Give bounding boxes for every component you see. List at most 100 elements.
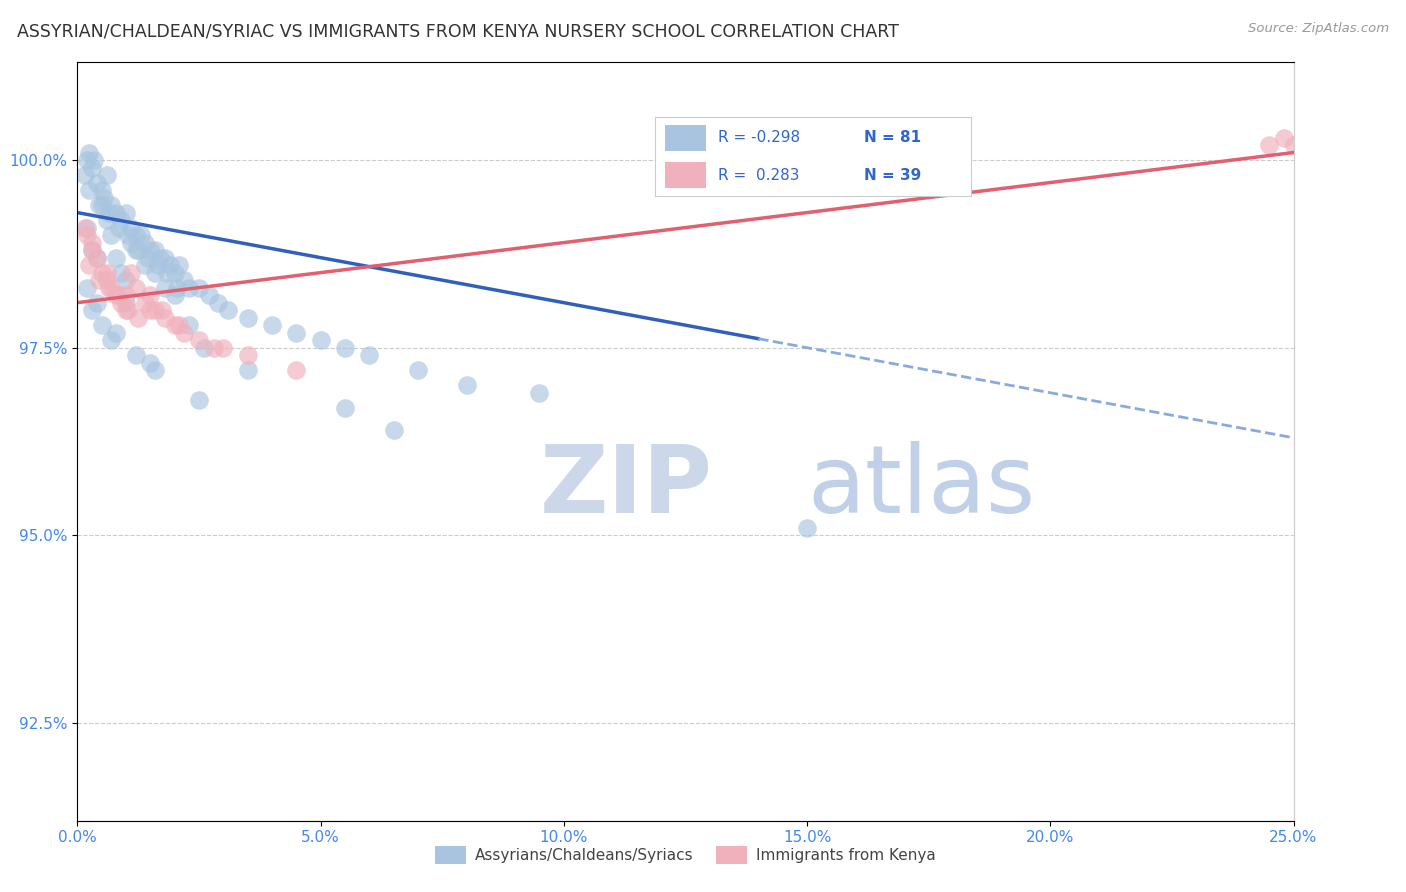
Point (129, 228, 152, 243)
Point (163, 318, 186, 333)
Point (96, 168, 118, 182)
Point (110, 266, 132, 280)
Point (173, 326, 195, 340)
Text: ZIP: ZIP (540, 441, 713, 533)
Point (188, 393, 211, 408)
Point (96, 273, 118, 287)
Point (134, 235, 156, 250)
Point (1272, 130, 1295, 145)
Point (143, 243, 166, 257)
Point (117, 228, 139, 243)
Point (107, 220, 129, 235)
Text: atlas: atlas (807, 441, 1035, 533)
Point (456, 378, 478, 392)
Point (173, 273, 195, 287)
Point (80, 303, 103, 318)
Legend: Assyrians/Chaldeans/Syriacs, Immigrants from Kenya: Assyrians/Chaldeans/Syriacs, Immigrants … (429, 840, 942, 870)
Point (406, 363, 429, 377)
Point (479, 829, 502, 843)
Point (153, 280, 176, 294)
Point (90, 266, 112, 280)
Point (134, 258, 156, 272)
Point (93, 190, 115, 204)
Point (100, 280, 122, 294)
Point (153, 251, 176, 265)
Point (212, 341, 235, 355)
Point (202, 341, 225, 355)
Point (188, 280, 211, 294)
Point (115, 295, 138, 310)
Point (86, 251, 108, 265)
Point (115, 303, 138, 318)
Point (125, 228, 148, 243)
Point (100, 228, 122, 243)
Point (110, 213, 132, 227)
Point (333, 341, 356, 355)
Point (139, 243, 162, 257)
Point (382, 423, 405, 437)
Point (80, 235, 103, 250)
Point (285, 363, 308, 377)
Point (80, 243, 103, 257)
Point (125, 348, 148, 362)
Point (139, 303, 162, 318)
Point (97, 205, 120, 219)
Point (100, 333, 122, 347)
Point (76, 228, 98, 243)
Point (217, 303, 239, 318)
Point (86, 251, 108, 265)
Point (139, 356, 162, 370)
Point (163, 266, 186, 280)
Point (117, 303, 139, 318)
Point (90, 183, 112, 197)
Point (86, 176, 108, 190)
Point (333, 401, 356, 415)
Point (152, 303, 174, 318)
Point (86, 295, 108, 310)
Point (73, 220, 96, 235)
Point (127, 243, 149, 257)
Point (100, 198, 122, 212)
Point (309, 333, 332, 347)
Text: R = -0.298: R = -0.298 (718, 130, 800, 145)
Point (105, 251, 128, 265)
Point (156, 266, 179, 280)
Point (163, 288, 186, 302)
Point (285, 326, 308, 340)
Point (188, 333, 211, 347)
FancyBboxPatch shape (665, 125, 706, 152)
Point (146, 258, 169, 272)
Point (115, 205, 138, 219)
Point (80, 243, 103, 257)
Point (166, 280, 188, 294)
Point (105, 288, 128, 302)
Point (1282, 138, 1305, 153)
Point (159, 258, 181, 272)
Point (359, 348, 381, 362)
Point (79, 183, 101, 197)
Point (79, 145, 101, 160)
Point (236, 348, 259, 362)
Point (236, 310, 259, 325)
Point (76, 153, 98, 167)
Point (153, 310, 176, 325)
Point (127, 310, 149, 325)
Point (207, 295, 229, 310)
Point (120, 220, 142, 235)
Point (105, 326, 128, 340)
FancyBboxPatch shape (665, 162, 706, 188)
Point (96, 266, 118, 280)
Point (107, 288, 129, 302)
Point (143, 363, 166, 377)
Point (197, 288, 219, 302)
Point (169, 318, 191, 333)
Point (83, 153, 105, 167)
Point (120, 266, 142, 280)
Point (143, 266, 166, 280)
Text: Source: ZipAtlas.com: Source: ZipAtlas.com (1249, 22, 1389, 36)
Text: N = 81: N = 81 (863, 130, 921, 145)
Point (193, 341, 215, 355)
Point (115, 288, 138, 302)
Point (97, 280, 120, 294)
Point (105, 205, 128, 219)
